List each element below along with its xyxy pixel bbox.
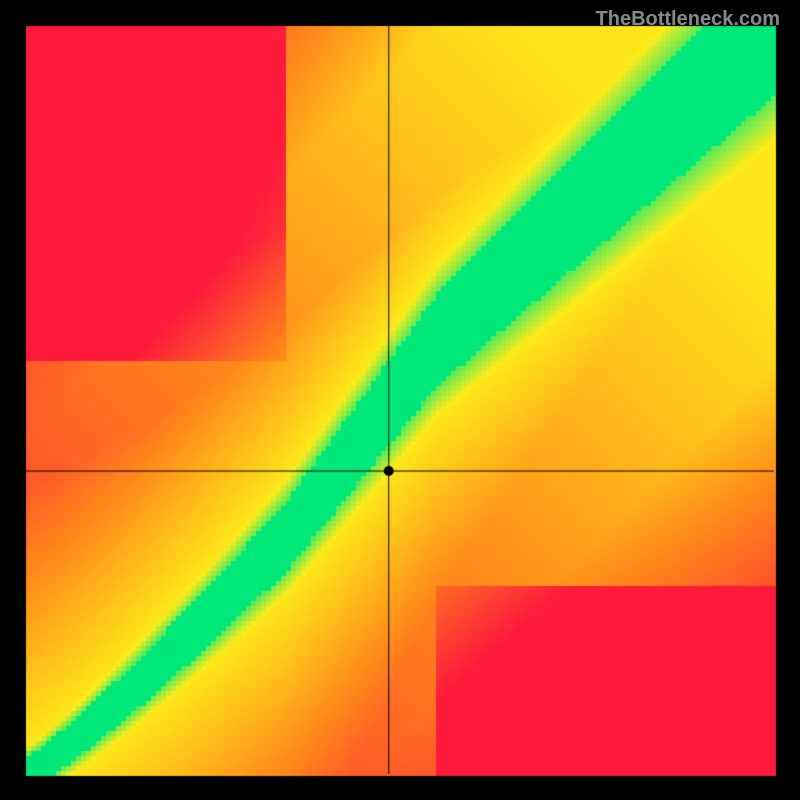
watermark-text: TheBottleneck.com [596, 8, 780, 31]
chart-container: TheBottleneck.com [0, 0, 800, 800]
heatmap-canvas [0, 0, 800, 800]
